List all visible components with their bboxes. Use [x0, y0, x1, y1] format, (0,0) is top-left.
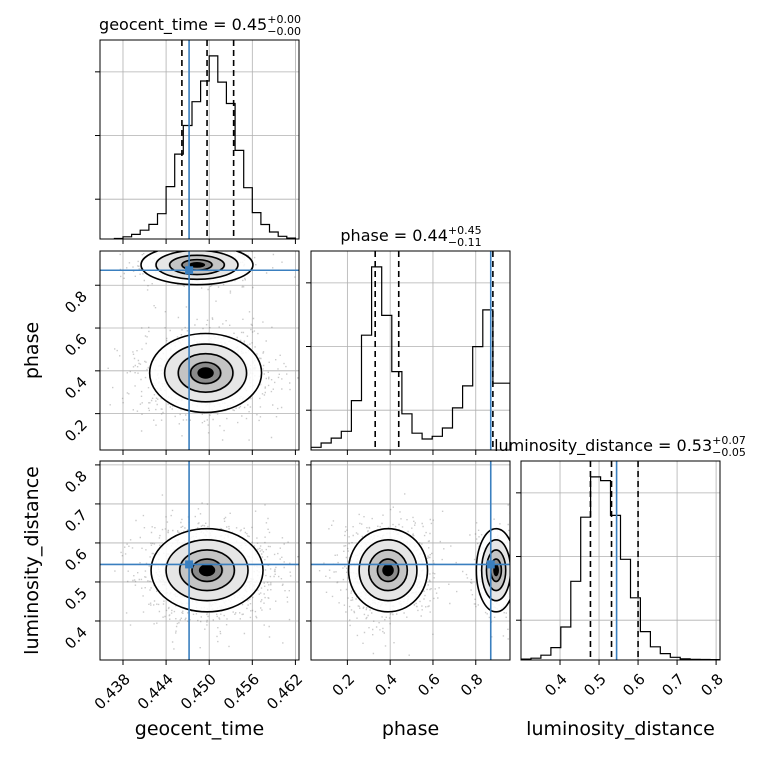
contour-line	[177, 352, 234, 394]
x-tick-label: 0.444	[134, 670, 177, 713]
panel-frame	[310, 250, 511, 451]
x-tick-label: 0.6	[414, 670, 444, 700]
x-tick-label: 0.8	[457, 670, 487, 700]
panel-title-geocent_time: geocent_time = 0.45+0.00−0.00	[99, 13, 301, 38]
contour-line	[165, 539, 249, 602]
contour-line	[480, 539, 510, 602]
histogram-geocent_time	[113, 55, 296, 239]
x-tick-label: 0.2	[329, 670, 359, 700]
frame-layer	[95, 39, 721, 665]
y-tick-label: 0.5	[61, 584, 91, 614]
panel-title-luminosity_distance: luminosity_distance = 0.53+0.07−0.05	[494, 434, 746, 459]
scatter-points	[114, 494, 299, 650]
title-text: phase = 0.44+0.45	[340, 224, 481, 245]
title-main: luminosity_distance = 0.53	[494, 436, 712, 456]
x-tick-label: 0.4	[541, 670, 571, 700]
histogram-phase	[311, 266, 510, 450]
x-tick-label: 0.7	[658, 670, 688, 700]
contour-line	[367, 549, 409, 592]
panel-2-2	[521, 461, 720, 660]
panel-0-0	[113, 40, 296, 239]
x-tick-label: 0.5	[580, 670, 610, 700]
contour-line	[475, 527, 510, 613]
y-axis-label-phase: phase	[21, 322, 43, 379]
x-tick-label: 0.4	[371, 670, 401, 700]
contour-line	[163, 343, 248, 403]
panel-frame	[520, 460, 721, 661]
title-text: geocent_time = 0.45+0.00	[99, 13, 301, 35]
contour-line	[189, 361, 222, 385]
panel-2-0	[100, 461, 299, 660]
contour-line	[178, 549, 236, 592]
y-tick-label: 0.6	[61, 330, 91, 360]
contour-line	[191, 558, 223, 583]
density-level	[382, 564, 394, 577]
x-tick-label: 0.450	[177, 670, 220, 713]
y-axis-label-luminosity_distance: luminosity_distance	[21, 466, 43, 655]
x-tick-label: 0.6	[619, 670, 649, 700]
y-tick-label: 0.8	[61, 287, 91, 317]
x-axis-label-luminosity_distance: luminosity_distance	[526, 718, 715, 740]
title-minus: −0.00	[267, 25, 301, 38]
data-layer	[100, 40, 720, 660]
contour-line	[140, 251, 254, 286]
panel-frame	[310, 460, 511, 661]
y-tick-label: 0.4	[61, 623, 91, 653]
density-level	[198, 564, 216, 577]
density-level	[197, 367, 214, 379]
title-main: geocent_time = 0.45	[99, 15, 267, 35]
panel-title-phase: phase = 0.44+0.45−0.11	[340, 224, 481, 249]
x-tick-label: 0.8	[697, 670, 727, 700]
contour-line	[485, 549, 507, 592]
title-text: luminosity_distance = 0.53+0.07	[494, 434, 746, 456]
title-main: phase = 0.44	[340, 226, 447, 245]
y-tick-label: 0.4	[61, 373, 91, 403]
contour-line	[168, 254, 226, 276]
title-minus: −0.05	[712, 446, 746, 459]
title-plus: +0.45	[448, 224, 482, 237]
contour-line	[155, 251, 239, 281]
panel-1-1	[311, 251, 510, 450]
panel-2-1	[311, 461, 510, 660]
contour-line	[150, 527, 264, 613]
contour-line	[148, 332, 263, 414]
truth-marker	[486, 560, 495, 569]
panel-frame	[99, 460, 300, 661]
x-tick-label: 0.438	[91, 670, 134, 713]
y-tick-label: 0.7	[61, 506, 91, 536]
title-minus: −0.11	[448, 236, 482, 249]
y-tick-label: 0.8	[61, 467, 91, 497]
truth-marker	[185, 266, 194, 275]
x-axis-label-phase: phase	[382, 718, 439, 740]
contour-line	[376, 558, 400, 583]
panel-1-0	[100, 251, 299, 450]
x-tick-label: 0.462	[263, 670, 306, 713]
title-plus: +0.07	[712, 434, 746, 447]
y-tick-label: 0.6	[61, 545, 91, 575]
title-plus: +0.00	[267, 13, 301, 26]
contour-line	[358, 539, 418, 602]
x-tick-label: 0.456	[220, 670, 263, 713]
y-tick-label: 0.2	[61, 416, 91, 446]
truth-marker	[185, 560, 194, 569]
panel-frame	[99, 39, 300, 240]
x-axis-label-geocent_time: geocent_time	[135, 718, 264, 740]
histogram-luminosity_distance	[521, 476, 720, 660]
contour-line	[347, 527, 429, 613]
panel-frame	[99, 250, 300, 451]
